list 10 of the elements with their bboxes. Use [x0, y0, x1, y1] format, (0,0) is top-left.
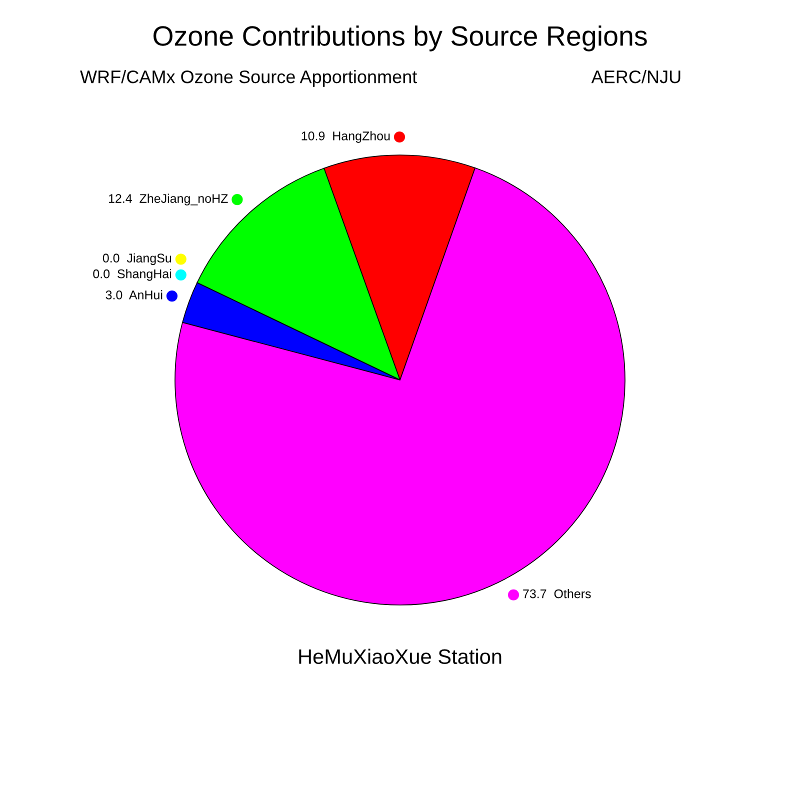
chart-title: Ozone Contributions by Source Regions	[154, 25, 647, 52]
legend-label: 0.0 JiangSu	[102, 253, 172, 266]
legend-label: 12.4 ZheJiang_noHZ	[108, 194, 228, 206]
slice-label: 73.7 Others	[523, 589, 591, 598]
legend-label: 3.0 AnHui	[106, 290, 162, 300]
legend-label: 10.9 HangZhou	[302, 131, 390, 143]
legend-label: 0.0 ShangHai	[93, 269, 172, 281]
text: HeMuXiaoXue Station	[299, 648, 502, 664]
text: AERC/NJU	[591, 70, 680, 84]
chart-subtitle: WRF/CAMx Ozone Source Apportionment	[80, 70, 418, 87]
